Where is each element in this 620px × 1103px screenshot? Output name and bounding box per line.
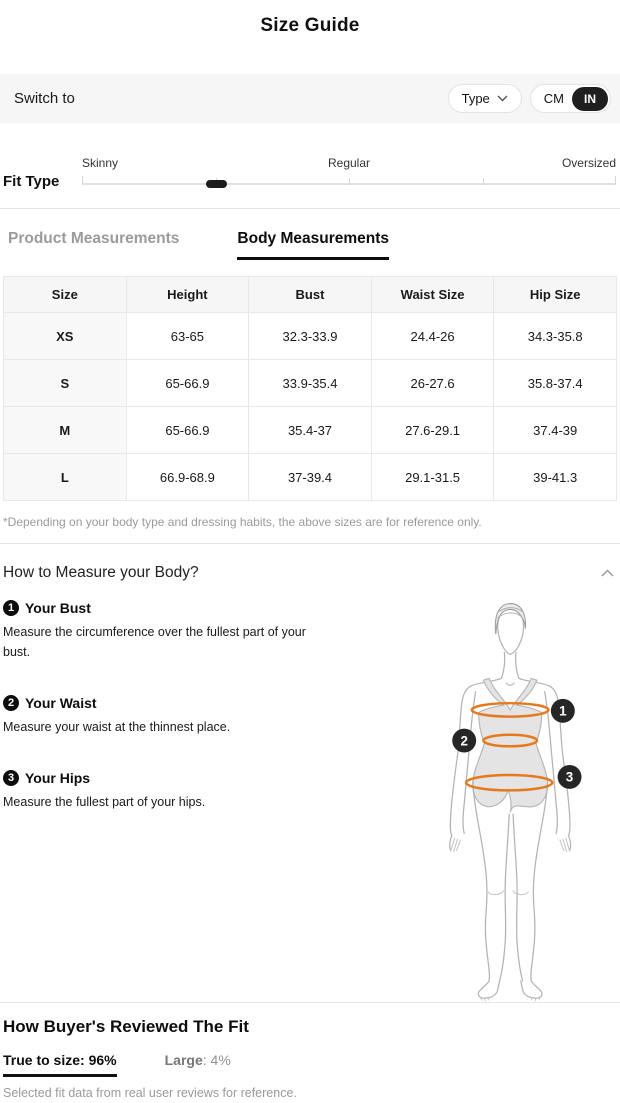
fit-type-label: Fit Type (3, 173, 60, 190)
slider-tick (82, 176, 83, 185)
figure-badge-3-number: 3 (566, 770, 573, 785)
page-header: Size Guide (0, 0, 620, 37)
cell-hip: 35.8-37.4 (493, 359, 617, 407)
figure-badge-2-number: 2 (460, 733, 467, 748)
unit-toggle[interactable]: CM IN (529, 84, 611, 113)
waist-band (482, 733, 539, 748)
step-1-badge: 1 (3, 600, 19, 616)
bust-band (470, 701, 550, 718)
table-row: L 66.9-68.9 37-39.4 29.1-31.5 39-41.3 (3, 453, 617, 501)
col-header-size: Size (3, 276, 127, 313)
instruction-description: Measure the circumference over the fulle… (3, 625, 306, 659)
fit-option-regular: Regular (327, 156, 371, 170)
cell-size: S (3, 359, 127, 407)
fit-review-title: How Buyer's Reviewed The Fit (3, 1017, 249, 1036)
hip-band (464, 773, 554, 792)
col-header-waist: Waist Size (370, 276, 495, 313)
fit-option-oversized: Oversized (561, 156, 616, 170)
how-to-measure-header[interactable]: How to Measure your Body? (0, 560, 620, 586)
cell-size: M (3, 406, 127, 454)
measurement-bands (464, 701, 554, 792)
fit-review-note: Selected fit data from real user reviews… (3, 1086, 297, 1100)
tab-body-measurements[interactable]: Body Measurements (237, 230, 390, 260)
fit-type-section: Fit Type Skinny Regular Oversized (0, 156, 620, 193)
how-to-measure-body: 1 Your Bust Measure the circumference ov… (0, 594, 620, 1002)
size-table: Size Height Bust Waist Size Hip Size XS … (3, 276, 617, 501)
cell-height: 65-66.9 (125, 359, 250, 407)
unit-option-cm[interactable]: CM (543, 91, 564, 106)
tab-product-measurements[interactable]: Product Measurements (8, 230, 180, 247)
fit-type-options: Skinny Regular Oversized (82, 156, 616, 172)
instruction-waist: 2 Your Waist Measure your waist at the t… (3, 695, 333, 737)
cell-waist: 29.1-31.5 (370, 453, 495, 501)
cell-hip: 39-41.3 (493, 453, 617, 501)
figure-badge-1 (550, 698, 575, 723)
fit-slider-handle[interactable] (205, 180, 227, 188)
fit-review-section: How Buyer's Reviewed The Fit True to siz… (0, 1017, 620, 1100)
how-to-measure-title: How to Measure your Body? (3, 564, 199, 581)
body-measurement-figure: 1 2 3 (416, 594, 612, 1002)
cell-waist: 26-27.6 (370, 359, 495, 407)
type-dropdown-button[interactable]: Type (447, 84, 522, 113)
instruction-title: Your Hips (25, 770, 91, 786)
switch-controls: Type CM IN (447, 84, 611, 113)
cell-bust: 32.3-33.9 (248, 312, 372, 360)
cell-hip: 37.4-39 (493, 406, 617, 454)
stat-true-to-size[interactable]: True to size: 96% (3, 1052, 117, 1077)
col-header-hip: Hip Size (493, 276, 617, 313)
divider (0, 1002, 620, 1003)
table-header-row: Size Height Bust Waist Size Hip Size (3, 276, 617, 313)
unit-option-in[interactable]: IN (572, 86, 608, 111)
slider-tick (349, 178, 350, 185)
cell-bust: 33.9-35.4 (248, 359, 372, 407)
figure-badge-1-number: 1 (559, 704, 567, 719)
type-dropdown-label: Type (461, 91, 490, 106)
divider (0, 208, 620, 209)
fit-option-skinny: Skinny (82, 156, 119, 170)
measurement-tabs: Product Measurements Body Measurements (0, 230, 620, 260)
cell-size: XS (3, 312, 127, 360)
stat-large[interactable]: Large: 4% (164, 1052, 231, 1068)
cell-height: 65-66.9 (125, 406, 250, 454)
table-row: S 65-66.9 33.9-35.4 26-27.6 35.8-37.4 (3, 359, 617, 407)
body-figure-illustration: 1 2 3 (449, 603, 582, 1002)
cell-hip: 34.3-35.8 (493, 312, 617, 360)
instruction-title: Your Waist (25, 695, 97, 711)
instruction-bust: 1 Your Bust Measure the circumference ov… (3, 600, 333, 662)
step-3-badge: 3 (3, 770, 19, 786)
instruction-description: Measure the fullest part of your hips. (3, 795, 206, 809)
cell-waist: 27.6-29.1 (370, 406, 495, 454)
switch-bar: Switch to Type CM IN (0, 74, 620, 123)
chevron-down-icon (497, 95, 508, 102)
cell-bust: 37-39.4 (248, 453, 372, 501)
fit-slider-track (82, 175, 616, 193)
figure-badge-2 (452, 728, 477, 753)
divider (0, 543, 620, 544)
fit-type-slider: Skinny Regular Oversized (82, 156, 616, 193)
size-disclaimer: *Depending on your body type and dressin… (3, 515, 482, 529)
cell-height: 66.9-68.9 (125, 453, 250, 501)
figure-badge-3 (557, 764, 582, 789)
table-row: M 65-66.9 35.4-37 27.6-29.1 37.4-39 (3, 406, 617, 454)
instruction-hips: 3 Your Hips Measure the fullest part of … (3, 770, 333, 812)
cell-size: L (3, 453, 127, 501)
instruction-description: Measure your waist at the thinnest place… (3, 720, 231, 734)
page-title: Size Guide (260, 15, 360, 36)
instruction-title: Your Bust (25, 600, 91, 616)
slider-tick (482, 178, 484, 185)
measure-instructions: 1 Your Bust Measure the circumference ov… (3, 594, 333, 1002)
fit-review-stats: True to size: 96% Large: 4% (3, 1052, 617, 1077)
cell-bust: 35.4-37 (248, 406, 372, 454)
col-header-height: Height (125, 276, 250, 313)
step-2-badge: 2 (3, 695, 19, 711)
cell-waist: 24.4-26 (370, 312, 495, 360)
slider-tick (615, 176, 616, 185)
table-row: XS 63-65 32.3-33.9 24.4-26 34.3-35.8 (3, 312, 617, 360)
cell-height: 63-65 (125, 312, 250, 360)
switch-to-label: Switch to (14, 90, 75, 107)
col-header-bust: Bust (248, 276, 372, 313)
chevron-up-icon[interactable] (601, 569, 614, 577)
